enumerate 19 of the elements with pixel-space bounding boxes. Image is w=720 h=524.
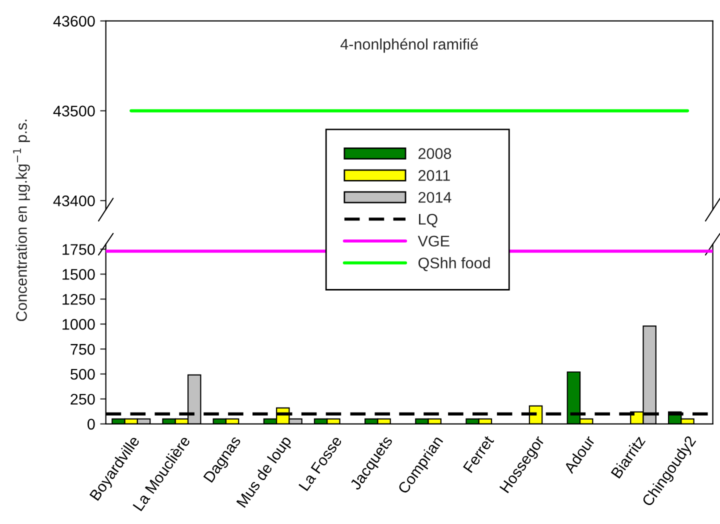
legend-label: 2011: [418, 170, 450, 181]
y-tick-label: 43500: [53, 106, 95, 116]
y-tick-label: 250: [70, 394, 95, 405]
y-tick-label: 1250: [62, 294, 95, 305]
y-tick-label: 1750: [62, 244, 95, 255]
y-axis-title: Concentration en µg.kg$^{−1}$ p.s.: [13, 120, 30, 322]
y-tick-label: 0: [88, 418, 95, 430]
y-tick-label: 43600: [53, 16, 95, 27]
legend-label: 2014: [418, 192, 452, 203]
legend-label: 2008: [418, 148, 452, 159]
y-tick-label: 1500: [62, 269, 95, 280]
y-tick-label: 750: [70, 344, 95, 355]
ref-line-label: VGE: [418, 236, 450, 247]
y-tick-label: 1000: [62, 318, 95, 330]
legend-label: LQ: [419, 214, 438, 228]
y-tick-label: 43400: [53, 195, 95, 206]
annotation: 4-nonlphénol ramifié: [340, 38, 478, 53]
y-tick-label: 500: [70, 368, 95, 380]
legend-label: QShh food: [418, 257, 490, 272]
